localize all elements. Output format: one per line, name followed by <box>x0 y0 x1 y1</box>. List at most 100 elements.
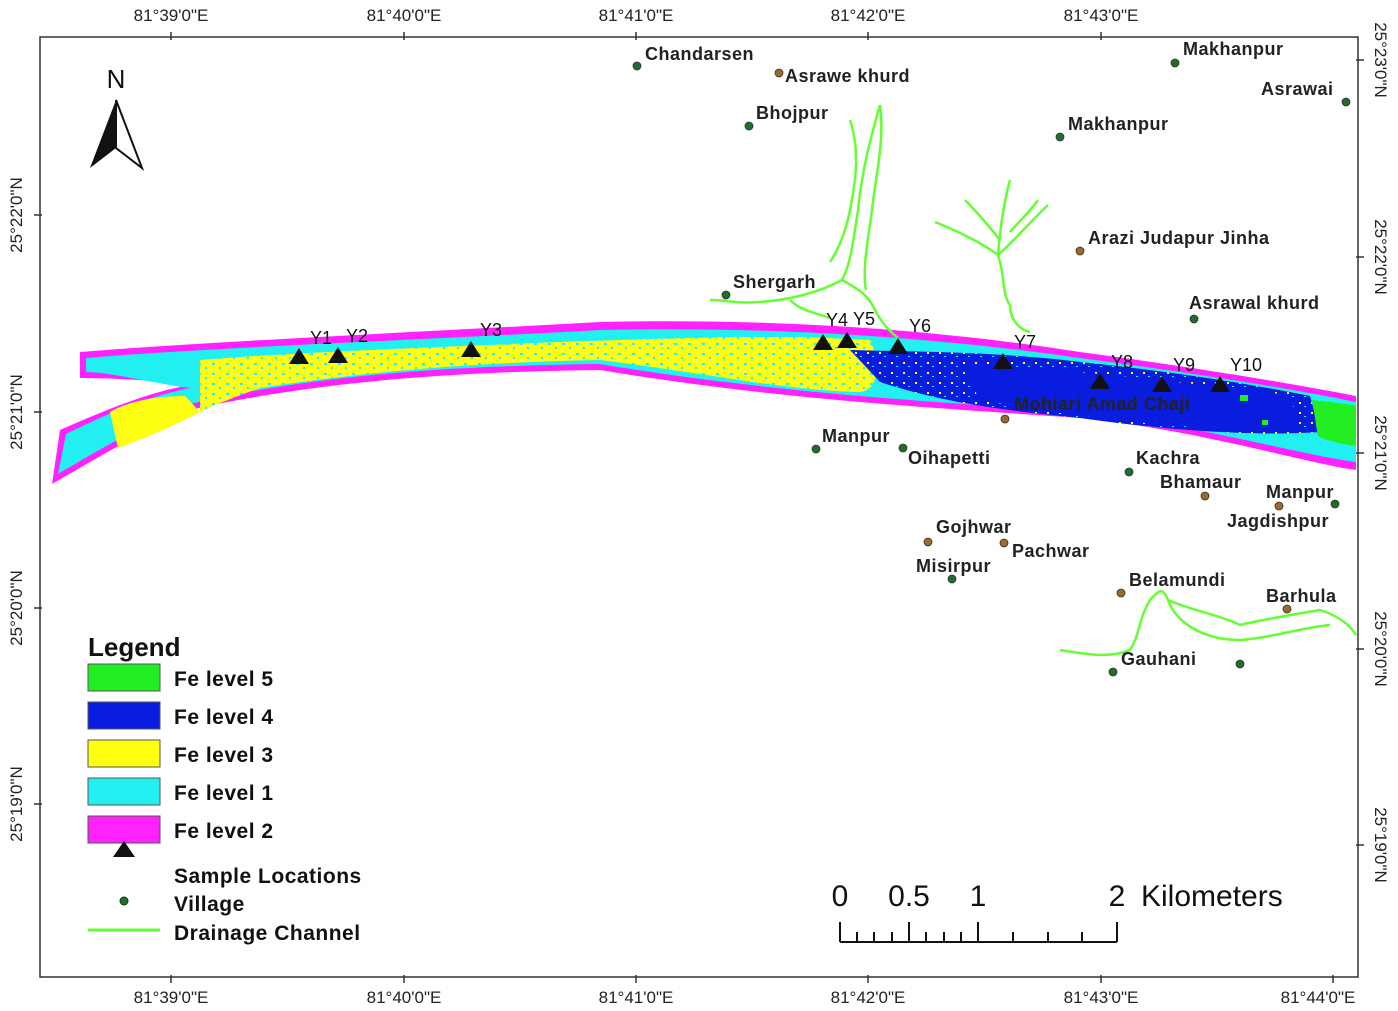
lat-label: 25°20'0"N <box>7 570 26 646</box>
village-dot-icon <box>999 538 1009 548</box>
village-label: Asrawe khurd <box>785 66 910 86</box>
village-dot-icon <box>1200 491 1210 501</box>
lat-labels-left: 25°22'0"N 25°21'0"N 25°20'0"N 25°19'0"N <box>7 177 26 842</box>
lat-label: 25°22'0"N <box>7 177 26 253</box>
sample-marker-icon <box>888 338 908 354</box>
lon-labels-top: 81°39'0"E 81°40'0"E 81°41'0"E 81°42'0"E … <box>134 6 1139 25</box>
sample-label: Y4 <box>826 310 848 330</box>
lat-label: 25°19'0"N <box>7 766 26 842</box>
legend-triangle-icon <box>113 841 135 857</box>
lon-label: 81°43'0"E <box>1064 6 1139 25</box>
sample-marker-icon <box>837 332 857 348</box>
sample-label: Y3 <box>480 320 502 340</box>
sample-marker-icon <box>1210 376 1230 392</box>
village-dot-icon <box>632 61 642 71</box>
legend-class-label: Fe level 3 <box>174 744 274 767</box>
sample-label: Y2 <box>346 326 368 346</box>
legend-drainage-channel: Drainage Channel <box>174 922 361 945</box>
village-label: Shergarh <box>733 272 816 292</box>
lon-labels-bottom: 81°39'0"E 81°40'0"E 81°41'0"E 81°42'0"E … <box>134 988 1356 1007</box>
scale-tick-label: 1 <box>970 880 987 913</box>
sample-label: Y8 <box>1111 352 1133 372</box>
map-frame <box>39 36 1359 978</box>
sample-locations: Y1 Y2 Y3 Y4 Y5 Y6 Y7 Y8 Y9 Y10 <box>289 309 1262 392</box>
village-dot-icon <box>1189 314 1199 324</box>
legend-sample-locations: Sample Locations <box>174 865 362 888</box>
lon-label: 81°44'0"E <box>1281 988 1356 1007</box>
village-dot-icon <box>923 537 933 547</box>
legend-title: Legend <box>88 632 180 662</box>
village-label: Makhanpur <box>1068 114 1169 134</box>
village-label: Belamundi <box>1129 570 1226 590</box>
village-dot-icon <box>1124 467 1134 477</box>
village-label: Oihapetti <box>908 448 991 468</box>
village-label: Asrawai <box>1261 79 1334 99</box>
village-dot-icon <box>1235 659 1245 669</box>
village-label: Mohiari Amad Chaji <box>1014 394 1190 414</box>
legend-classes: Fe level 5 Fe level 4 Fe level 3 Fe level 1… <box>87 663 274 844</box>
village-label: Asrawal khurd <box>1189 293 1320 313</box>
village-dot-icon <box>1000 414 1010 424</box>
village-label: Bhojpur <box>756 103 829 123</box>
lon-label: 81°43'0"E <box>1064 988 1139 1007</box>
village-dot-icon <box>1075 246 1085 256</box>
north-label: N <box>107 64 126 94</box>
sample-marker-icon <box>461 341 481 357</box>
village-dot-icon <box>1341 97 1351 107</box>
sample-marker-icon <box>328 347 348 363</box>
village-dot-icon <box>744 121 754 131</box>
village-dot-icon <box>1282 604 1292 614</box>
village-label: Barhula <box>1266 586 1337 606</box>
village-dot-icon <box>947 574 957 584</box>
scale-tick-label: 0 <box>832 880 849 913</box>
village-dot-icon <box>898 443 908 453</box>
village-dot-icon <box>1274 501 1284 511</box>
sample-label: Y7 <box>1014 332 1036 352</box>
village-label: Arazi Judapur Jinha <box>1088 228 1270 248</box>
village-label: Chandarsen <box>645 44 754 64</box>
village-label: Manpur <box>822 426 890 446</box>
sample-marker-icon <box>1152 376 1172 392</box>
village-label: Kachra <box>1136 448 1201 468</box>
drainage-channels <box>709 104 1358 657</box>
village-label: Pachwar <box>1012 541 1090 561</box>
lon-label: 81°41'0"E <box>599 6 674 25</box>
sample-marker-icon <box>289 348 309 364</box>
lat-label: 25°23'0"N <box>1371 22 1390 98</box>
legend-swatch <box>87 739 161 768</box>
legend-village-icon <box>119 896 129 906</box>
lat-label: 25°21'0"N <box>7 374 26 450</box>
sample-label: Y6 <box>909 316 931 336</box>
scale-tick-label: 0.5 <box>888 880 930 913</box>
legend-swatch <box>87 777 161 806</box>
fe-raster <box>52 321 1356 484</box>
village-label: Jagdishpur <box>1227 511 1329 531</box>
village-label: Manpur <box>1266 482 1334 502</box>
sample-label: Y1 <box>310 328 332 348</box>
lon-label: 81°39'0"E <box>134 6 209 25</box>
legend: Legend Fe level 5 Fe level 4 Fe level 3 Fe … <box>87 632 362 945</box>
legend-swatch <box>87 701 161 730</box>
graticule-ticks <box>34 32 1364 983</box>
legend-class-label: Fe level 4 <box>174 706 274 729</box>
sample-label: Y5 <box>853 309 875 329</box>
scale-unit: Kilometers <box>1141 880 1283 913</box>
north-arrow-icon: N <box>90 64 145 171</box>
lat-label: 25°21'0"N <box>1371 415 1390 491</box>
lon-label: 81°39'0"E <box>134 988 209 1007</box>
fe-level-3-zone <box>200 336 877 412</box>
sample-marker-icon <box>993 353 1013 369</box>
lon-label: 81°40'0"E <box>367 6 442 25</box>
legend-class-label: Fe level 5 <box>174 668 274 691</box>
sample-marker-icon <box>1090 373 1110 389</box>
village-label: Misirpur <box>916 556 991 576</box>
sample-label: Y10 <box>1230 355 1262 375</box>
legend-class-label: Fe level 2 <box>174 820 274 843</box>
scale-tick-label: 2 <box>1109 880 1126 913</box>
sample-marker-icon <box>813 334 833 350</box>
village-dot-icon <box>1108 667 1118 677</box>
lat-label: 25°19'0"N <box>1371 807 1390 883</box>
legend-swatch <box>87 815 161 844</box>
village-dot-icon <box>811 444 821 454</box>
